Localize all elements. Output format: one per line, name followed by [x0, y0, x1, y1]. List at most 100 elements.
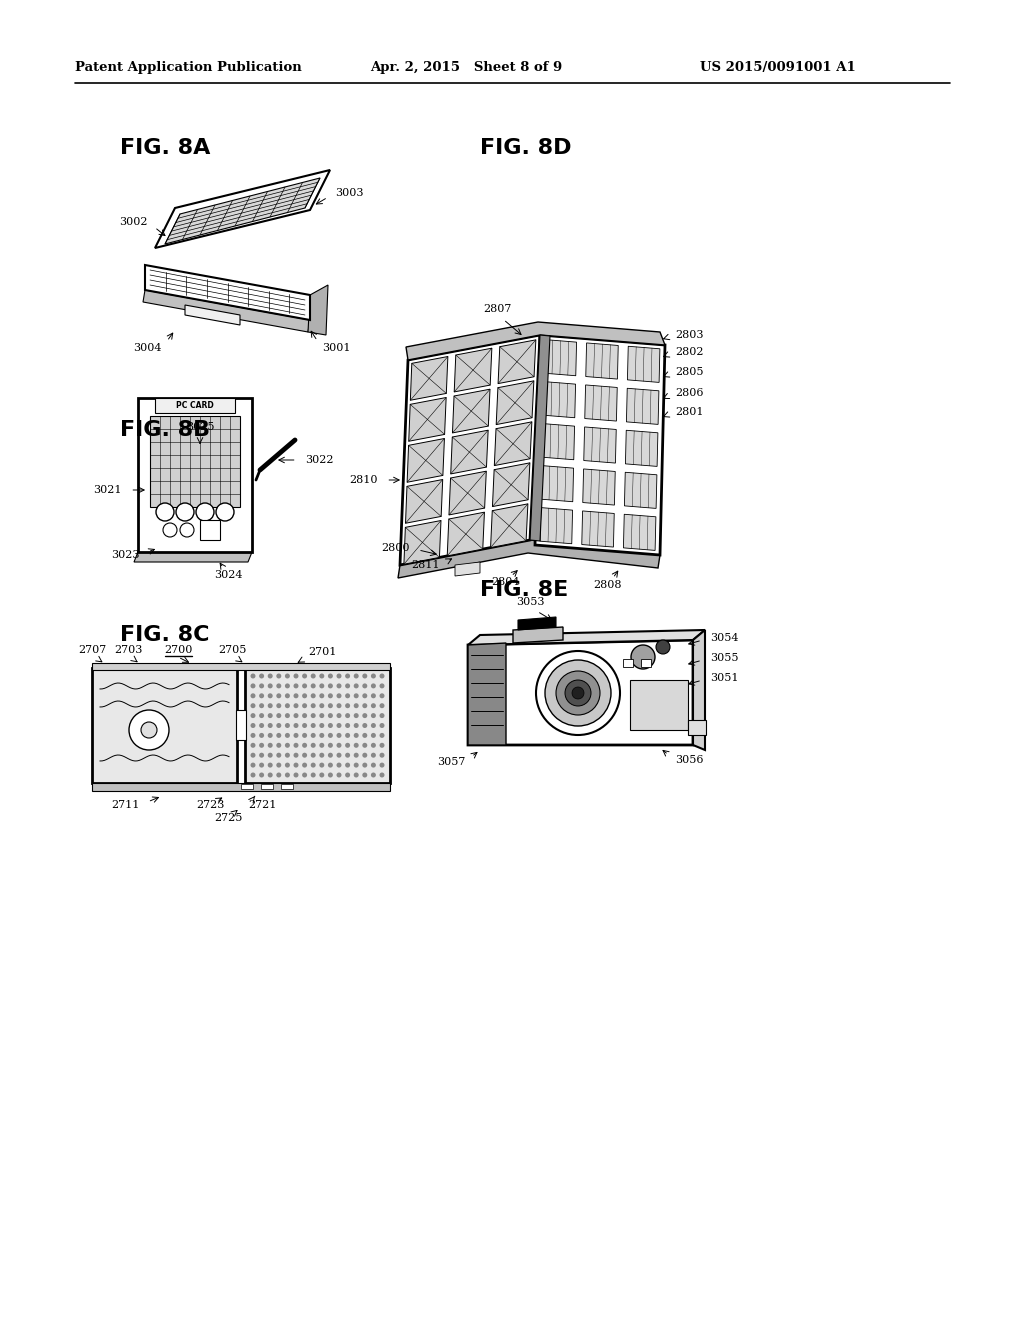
- Circle shape: [310, 763, 315, 768]
- Circle shape: [337, 772, 341, 777]
- Circle shape: [337, 752, 341, 758]
- Circle shape: [371, 693, 376, 698]
- Polygon shape: [693, 630, 705, 750]
- Text: 2703: 2703: [114, 645, 142, 655]
- Polygon shape: [409, 397, 446, 441]
- Circle shape: [294, 693, 299, 698]
- Text: 2721: 2721: [248, 800, 276, 810]
- Circle shape: [337, 713, 341, 718]
- Circle shape: [371, 743, 376, 748]
- Circle shape: [362, 752, 368, 758]
- Polygon shape: [411, 356, 447, 400]
- Polygon shape: [518, 616, 556, 630]
- Circle shape: [353, 713, 358, 718]
- Circle shape: [353, 684, 358, 689]
- Polygon shape: [544, 339, 577, 376]
- Circle shape: [345, 704, 350, 709]
- Text: 2806: 2806: [675, 388, 703, 399]
- Circle shape: [371, 763, 376, 768]
- Circle shape: [259, 673, 264, 678]
- Polygon shape: [468, 630, 705, 645]
- Circle shape: [302, 704, 307, 709]
- Circle shape: [302, 772, 307, 777]
- Text: 2811: 2811: [412, 560, 440, 570]
- Circle shape: [353, 723, 358, 729]
- Circle shape: [353, 693, 358, 698]
- Circle shape: [328, 673, 333, 678]
- Circle shape: [276, 704, 282, 709]
- Text: US 2015/0091001 A1: US 2015/0091001 A1: [700, 62, 856, 74]
- Bar: [92, 783, 390, 791]
- Circle shape: [267, 684, 272, 689]
- Circle shape: [380, 743, 384, 748]
- Circle shape: [251, 723, 256, 729]
- Circle shape: [319, 713, 325, 718]
- Circle shape: [251, 733, 256, 738]
- Polygon shape: [185, 305, 240, 325]
- Circle shape: [267, 723, 272, 729]
- Text: 2711: 2711: [112, 800, 140, 810]
- Text: 2705: 2705: [218, 645, 246, 655]
- Circle shape: [319, 673, 325, 678]
- Circle shape: [285, 723, 290, 729]
- Bar: [261, 784, 273, 789]
- Circle shape: [345, 772, 350, 777]
- Polygon shape: [542, 424, 574, 459]
- Polygon shape: [468, 643, 506, 744]
- Circle shape: [251, 704, 256, 709]
- Circle shape: [156, 503, 174, 521]
- Circle shape: [294, 704, 299, 709]
- Circle shape: [345, 684, 350, 689]
- Circle shape: [319, 772, 325, 777]
- Text: 2700: 2700: [164, 645, 193, 655]
- Circle shape: [353, 772, 358, 777]
- Circle shape: [251, 713, 256, 718]
- Circle shape: [302, 752, 307, 758]
- Bar: [688, 719, 706, 735]
- Circle shape: [380, 693, 384, 698]
- Polygon shape: [451, 430, 488, 474]
- Polygon shape: [398, 540, 660, 578]
- Circle shape: [328, 743, 333, 748]
- Circle shape: [328, 772, 333, 777]
- Polygon shape: [625, 473, 657, 508]
- Circle shape: [362, 673, 368, 678]
- Circle shape: [337, 723, 341, 729]
- Circle shape: [267, 693, 272, 698]
- Circle shape: [371, 752, 376, 758]
- Circle shape: [353, 673, 358, 678]
- Circle shape: [302, 713, 307, 718]
- Polygon shape: [406, 479, 442, 523]
- Circle shape: [310, 713, 315, 718]
- Circle shape: [259, 743, 264, 748]
- Polygon shape: [490, 504, 528, 548]
- Circle shape: [656, 640, 670, 653]
- Text: Apr. 2, 2015   Sheet 8 of 9: Apr. 2, 2015 Sheet 8 of 9: [370, 62, 562, 74]
- Circle shape: [328, 684, 333, 689]
- Circle shape: [310, 673, 315, 678]
- Polygon shape: [535, 335, 665, 554]
- Circle shape: [267, 704, 272, 709]
- Circle shape: [319, 723, 325, 729]
- Polygon shape: [624, 515, 656, 550]
- Text: FIG. 8E: FIG. 8E: [480, 579, 568, 601]
- Circle shape: [337, 673, 341, 678]
- Text: PC CARD: PC CARD: [176, 400, 214, 409]
- Circle shape: [565, 680, 591, 706]
- Circle shape: [353, 733, 358, 738]
- Text: 2803: 2803: [675, 330, 703, 341]
- Circle shape: [294, 733, 299, 738]
- Circle shape: [345, 733, 350, 738]
- Circle shape: [285, 673, 290, 678]
- Polygon shape: [455, 562, 480, 576]
- Bar: [92, 668, 237, 783]
- Circle shape: [302, 693, 307, 698]
- Circle shape: [536, 651, 620, 735]
- Circle shape: [371, 733, 376, 738]
- Circle shape: [267, 713, 272, 718]
- Circle shape: [328, 704, 333, 709]
- Bar: [281, 784, 293, 789]
- Text: 3025: 3025: [185, 422, 214, 432]
- Circle shape: [259, 713, 264, 718]
- Circle shape: [276, 772, 282, 777]
